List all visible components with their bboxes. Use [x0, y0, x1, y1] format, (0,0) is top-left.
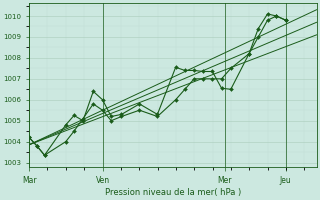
X-axis label: Pression niveau de la mer( hPa ): Pression niveau de la mer( hPa ): [105, 188, 241, 197]
